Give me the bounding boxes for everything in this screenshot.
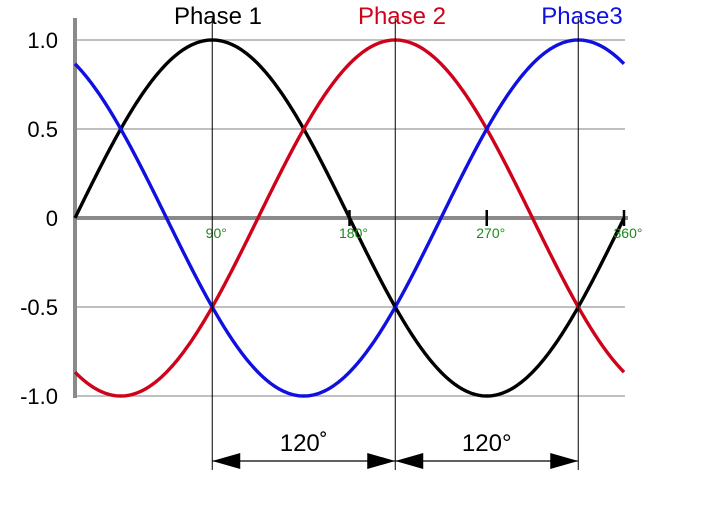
- legend-entry: Phase 1: [174, 3, 262, 30]
- legend-entry: Phase3: [541, 3, 622, 30]
- arrowhead-right: [367, 453, 396, 469]
- gridlines: [75, 39, 625, 397]
- legend: Phase 1 Phase 2 Phase3: [174, 3, 623, 30]
- y-tick-labels: 1.0 0.5 0 -0.5 -1.0: [20, 28, 58, 409]
- x-tick-label: 90°: [206, 225, 227, 241]
- phase-gap-label: 120°: [462, 430, 512, 457]
- y-tick-label: 0.5: [27, 117, 58, 142]
- arrowhead-right: [550, 453, 579, 469]
- y-tick-label: 1.0: [27, 28, 58, 53]
- x-tick-label: 270°: [476, 225, 505, 241]
- x-tick-label: 360°: [614, 225, 643, 241]
- x-tick-label: 180°: [339, 225, 368, 241]
- legend-entry: Phase 2: [358, 3, 446, 30]
- phase-gap-dimensions: 120˚ 120°: [211, 18, 579, 470]
- series-line-3: [73, 38, 626, 398]
- arrowhead-left: [395, 453, 424, 469]
- x-tick-marks: 90° 180° 270° 360°: [206, 210, 643, 241]
- series-line-2: [73, 38, 626, 398]
- y-tick-label: 0: [46, 206, 58, 231]
- y-tick-label: -0.5: [20, 295, 58, 320]
- arrowhead-left: [212, 453, 241, 469]
- phase-gap-label: 120˚: [280, 430, 328, 457]
- y-tick-label: -1.0: [20, 384, 58, 409]
